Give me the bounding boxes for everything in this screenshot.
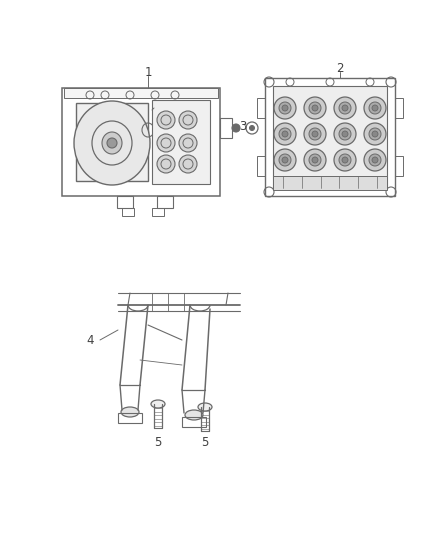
Ellipse shape xyxy=(74,101,150,185)
Circle shape xyxy=(372,157,378,163)
Circle shape xyxy=(369,102,381,114)
Circle shape xyxy=(334,149,356,171)
Ellipse shape xyxy=(102,132,122,154)
Circle shape xyxy=(279,102,291,114)
Ellipse shape xyxy=(121,407,139,417)
Circle shape xyxy=(342,105,348,111)
Circle shape xyxy=(279,128,291,140)
Text: 5: 5 xyxy=(154,437,162,449)
Circle shape xyxy=(282,131,288,137)
Circle shape xyxy=(369,128,381,140)
Circle shape xyxy=(304,123,326,145)
Circle shape xyxy=(309,154,321,166)
Circle shape xyxy=(274,97,296,119)
Circle shape xyxy=(179,134,197,152)
Circle shape xyxy=(339,102,351,114)
Bar xyxy=(257,98,265,118)
Circle shape xyxy=(339,154,351,166)
Circle shape xyxy=(364,149,386,171)
Ellipse shape xyxy=(151,400,165,408)
Circle shape xyxy=(342,131,348,137)
Circle shape xyxy=(309,102,321,114)
Bar xyxy=(265,78,395,196)
Circle shape xyxy=(179,111,197,129)
Bar xyxy=(273,176,387,190)
Circle shape xyxy=(107,138,117,148)
Bar xyxy=(395,98,403,118)
Circle shape xyxy=(157,134,175,152)
Circle shape xyxy=(364,97,386,119)
Bar xyxy=(157,196,173,208)
Bar xyxy=(76,103,148,181)
Circle shape xyxy=(312,157,318,163)
Circle shape xyxy=(334,123,356,145)
Circle shape xyxy=(342,157,348,163)
Text: 3: 3 xyxy=(240,120,247,133)
Circle shape xyxy=(304,97,326,119)
Circle shape xyxy=(232,124,240,132)
Circle shape xyxy=(157,111,175,129)
Text: 5: 5 xyxy=(201,437,208,449)
Bar xyxy=(257,156,265,176)
Circle shape xyxy=(274,149,296,171)
Bar xyxy=(273,86,387,188)
Circle shape xyxy=(282,157,288,163)
Circle shape xyxy=(282,105,288,111)
Bar xyxy=(182,417,206,427)
Bar xyxy=(122,208,134,216)
Circle shape xyxy=(304,149,326,171)
Text: 4: 4 xyxy=(86,334,94,346)
Bar xyxy=(117,196,133,208)
Bar xyxy=(118,413,142,423)
Text: 1: 1 xyxy=(144,66,152,78)
Circle shape xyxy=(372,105,378,111)
Bar xyxy=(62,88,220,196)
Text: 2: 2 xyxy=(336,61,344,75)
Circle shape xyxy=(312,131,318,137)
Circle shape xyxy=(279,154,291,166)
Circle shape xyxy=(369,154,381,166)
Circle shape xyxy=(250,125,254,131)
Circle shape xyxy=(372,131,378,137)
Circle shape xyxy=(312,105,318,111)
Circle shape xyxy=(334,97,356,119)
Bar xyxy=(220,118,232,138)
Ellipse shape xyxy=(185,410,203,420)
Circle shape xyxy=(179,155,197,173)
Bar xyxy=(152,100,210,184)
Circle shape xyxy=(309,128,321,140)
Ellipse shape xyxy=(198,403,212,411)
Circle shape xyxy=(339,128,351,140)
Circle shape xyxy=(274,123,296,145)
Bar xyxy=(152,208,164,216)
Circle shape xyxy=(364,123,386,145)
Circle shape xyxy=(157,155,175,173)
Bar xyxy=(64,88,218,98)
Bar xyxy=(395,156,403,176)
